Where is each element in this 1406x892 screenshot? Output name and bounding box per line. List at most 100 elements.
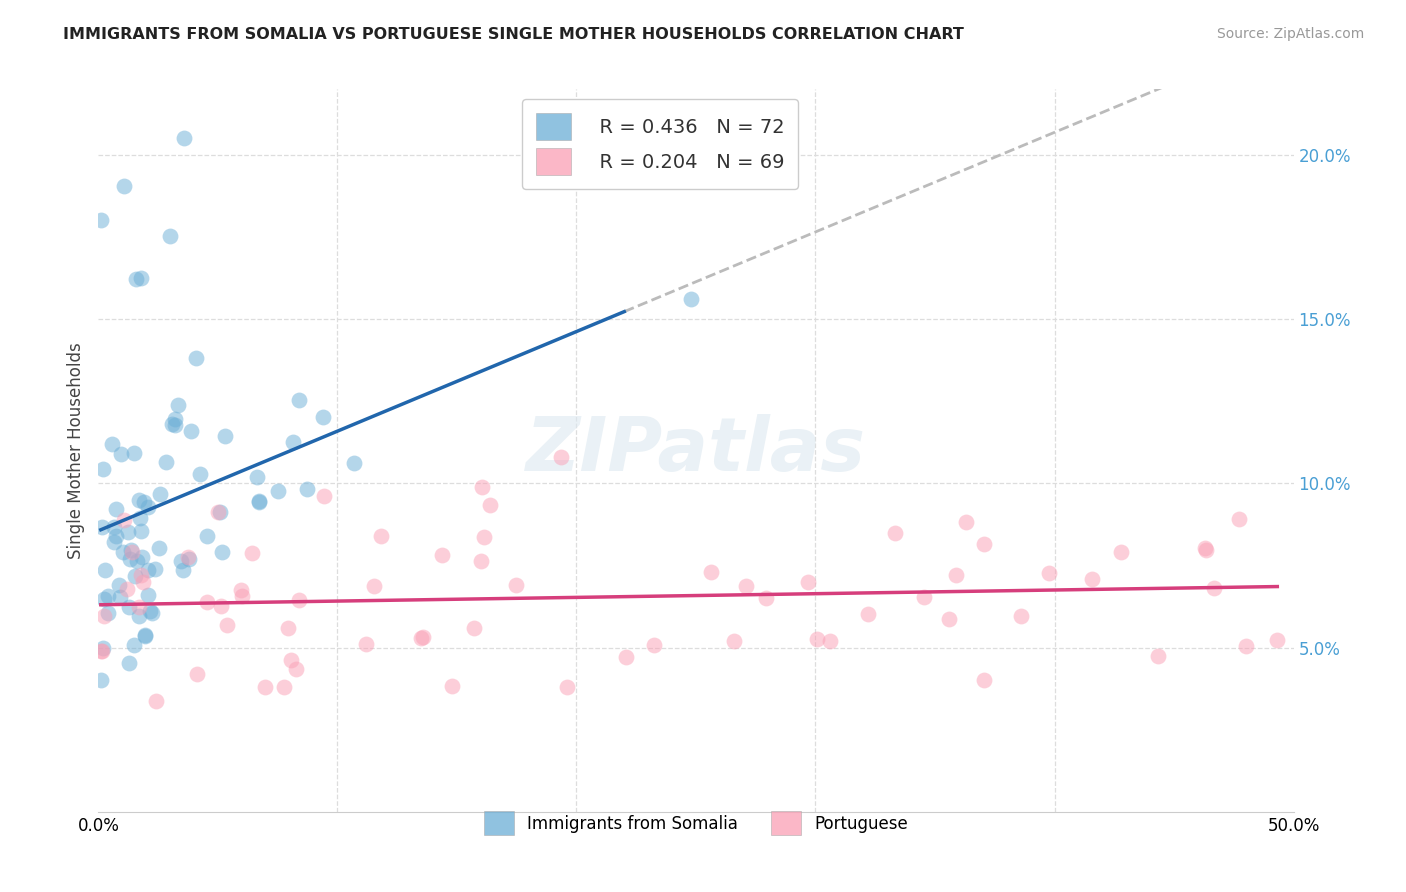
Point: [1010, 609, 1032, 624]
Point: [188, 467, 211, 481]
Point: [755, 591, 778, 605]
Point: [211, 545, 233, 559]
Point: [97, 606, 120, 620]
Point: [105, 502, 128, 516]
Point: [162, 417, 184, 431]
Point: [128, 510, 150, 524]
Point: [288, 393, 311, 408]
Point: [141, 606, 163, 620]
Point: [128, 493, 150, 508]
Point: [173, 131, 195, 145]
Point: [91, 520, 114, 534]
Point: [91, 462, 114, 476]
Point: [723, 634, 745, 648]
Point: [1202, 581, 1225, 595]
Point: [818, 634, 841, 648]
Point: [266, 483, 288, 498]
Point: [370, 529, 392, 543]
Point: [555, 681, 578, 695]
Point: [343, 456, 366, 470]
Point: [90, 644, 112, 658]
Point: [1234, 639, 1257, 653]
Point: [1195, 542, 1218, 557]
Point: [471, 480, 494, 494]
Point: [131, 549, 153, 564]
Point: [112, 513, 135, 527]
Point: [734, 578, 756, 592]
Point: [1038, 566, 1060, 580]
Point: [973, 537, 995, 551]
Point: [132, 575, 155, 590]
Point: [643, 638, 665, 652]
Point: [356, 637, 378, 651]
Point: [128, 608, 150, 623]
Point: [281, 435, 304, 450]
Point: [186, 666, 208, 681]
Point: [129, 271, 152, 285]
Text: ZIPatlas: ZIPatlas: [526, 414, 866, 487]
Point: [195, 595, 218, 609]
Point: [796, 575, 818, 590]
Point: [136, 563, 159, 577]
Point: [112, 178, 135, 193]
Point: [253, 680, 276, 694]
Point: [273, 680, 295, 694]
Point: [93, 608, 115, 623]
Point: [912, 591, 935, 605]
Point: [90, 213, 112, 227]
Point: [103, 520, 125, 534]
Point: [1227, 511, 1250, 525]
Point: [93, 641, 115, 656]
Point: [122, 445, 145, 459]
Point: [246, 470, 269, 484]
Point: [118, 552, 141, 566]
Point: [177, 550, 200, 565]
Point: [247, 495, 270, 509]
Point: [231, 589, 253, 603]
Point: [117, 525, 139, 540]
Point: [363, 579, 385, 593]
Point: [288, 593, 311, 607]
Point: [163, 418, 186, 433]
Point: [167, 398, 190, 412]
Point: [172, 563, 194, 577]
Point: [955, 515, 977, 529]
Point: [93, 592, 115, 607]
Point: [118, 600, 141, 615]
Point: [129, 567, 152, 582]
Point: [139, 604, 162, 618]
Point: [177, 551, 200, 566]
Point: [1146, 649, 1168, 664]
Point: [134, 629, 156, 643]
Point: [94, 563, 117, 577]
Point: [505, 578, 527, 592]
Point: [110, 447, 132, 461]
Point: [470, 554, 492, 568]
Point: [1109, 544, 1132, 558]
Point: [1081, 572, 1104, 586]
Point: [120, 542, 142, 557]
Point: [806, 632, 828, 647]
Point: [938, 612, 960, 626]
Point: [132, 494, 155, 508]
Point: [125, 554, 148, 568]
Point: [432, 548, 454, 562]
Point: [207, 506, 229, 520]
Point: [884, 526, 907, 541]
Point: [90, 644, 112, 658]
Point: [118, 656, 141, 670]
Point: [124, 569, 146, 583]
Point: [277, 621, 299, 635]
Point: [170, 554, 193, 568]
Legend: Immigrants from Somalia, Portuguese: Immigrants from Somalia, Portuguese: [472, 800, 920, 847]
Point: [614, 650, 637, 665]
Point: [108, 591, 131, 605]
Point: [103, 535, 125, 549]
Point: [209, 505, 232, 519]
Point: [143, 562, 166, 576]
Point: [112, 545, 135, 559]
Point: [159, 229, 181, 244]
Point: [217, 617, 239, 632]
Point: [121, 545, 143, 559]
Point: [136, 500, 159, 515]
